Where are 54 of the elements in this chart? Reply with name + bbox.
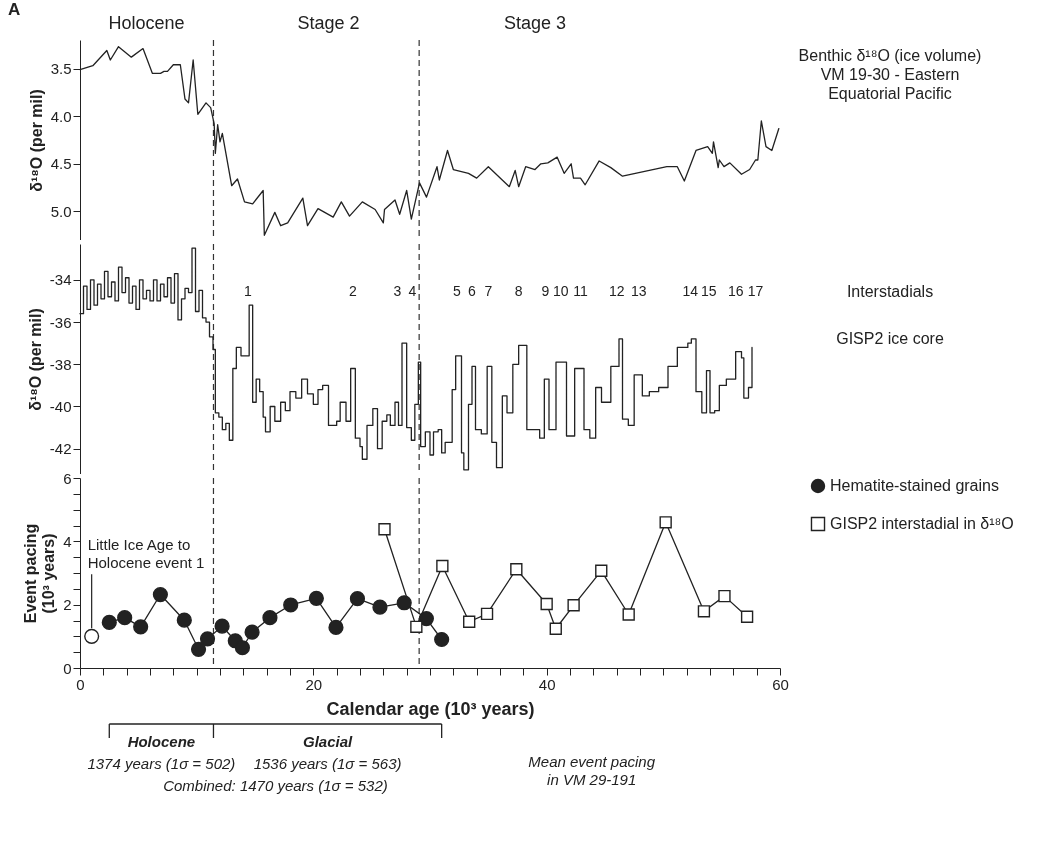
y-tick-label: 0	[63, 659, 72, 677]
legend-label: GISP2 interstadial in δ¹⁸O	[830, 515, 1014, 532]
text: Stage 2	[297, 13, 360, 33]
y-tick-label: -34	[49, 271, 72, 289]
text: Glacial	[302, 733, 353, 750]
y-axis-title: δ¹⁸O (per mil)	[27, 89, 45, 192]
annotation: 11	[573, 283, 588, 300]
annotation: 13	[631, 283, 647, 300]
y-tick-label: -40	[49, 397, 72, 415]
y-axis-title: δ¹⁸O (per mil)	[26, 308, 44, 411]
annotation: 9	[541, 283, 550, 300]
x-tick-label: 60	[772, 675, 789, 693]
text: Combined: 1470 years (1σ = 532)	[163, 777, 388, 794]
annotation: 2	[349, 283, 358, 300]
annotation: 1	[244, 283, 253, 300]
y-tick-label: 4.5	[50, 155, 72, 173]
x-axis-title: Calendar age (10³ years)	[326, 698, 535, 719]
text: Interstadials	[846, 283, 934, 301]
legend-label: Hematite-stained grains	[830, 477, 999, 494]
x-tick-label: 40	[538, 675, 556, 693]
y-tick-label: 3.5	[50, 60, 72, 78]
y-tick-label: -38	[49, 355, 72, 373]
annotation: 8	[514, 283, 523, 300]
y-tick-label: 4	[63, 532, 72, 550]
x-tick-label: 20	[305, 675, 323, 693]
text: A	[8, 0, 21, 19]
annotation: 4	[408, 283, 417, 300]
text: Holocene	[108, 13, 185, 33]
y-tick-label: 5.0	[50, 202, 72, 220]
text: Benthic δ¹⁸O (ice volume) VM 19-30 - Eastern Equatorial Pacific	[798, 47, 982, 102]
annotation: Little Ice Age to Holocene event 1	[87, 536, 205, 572]
y-tick-label: 4.0	[50, 107, 72, 125]
y-tick-label: -42	[49, 440, 72, 458]
annotation: 14	[682, 283, 699, 300]
y-axis-title: Event pacing (10³ years)	[22, 523, 58, 624]
annotation: 17	[747, 283, 764, 300]
text: 1536 years (1σ = 563)	[253, 755, 402, 772]
annotation: 6	[468, 283, 477, 300]
annotation: 10	[552, 283, 569, 300]
text: Mean event pacing in VM 29-191	[528, 753, 656, 788]
annotation: 7	[484, 283, 493, 300]
text: GISP2 ice core	[836, 330, 944, 348]
annotation: 16	[727, 283, 744, 300]
y-tick-label: 6	[63, 469, 72, 487]
text: Holocene	[127, 733, 196, 750]
y-tick-label: 2	[63, 596, 72, 614]
annotation: 3	[393, 283, 402, 300]
text: 1374 years (1σ = 502)	[87, 755, 236, 772]
annotation: 12	[608, 283, 625, 300]
annotation: 5	[452, 283, 461, 300]
annotation: 15	[701, 283, 717, 300]
y-tick-label: -36	[49, 313, 72, 331]
x-tick-label: 0	[76, 675, 85, 693]
text: Stage 3	[503, 13, 567, 33]
